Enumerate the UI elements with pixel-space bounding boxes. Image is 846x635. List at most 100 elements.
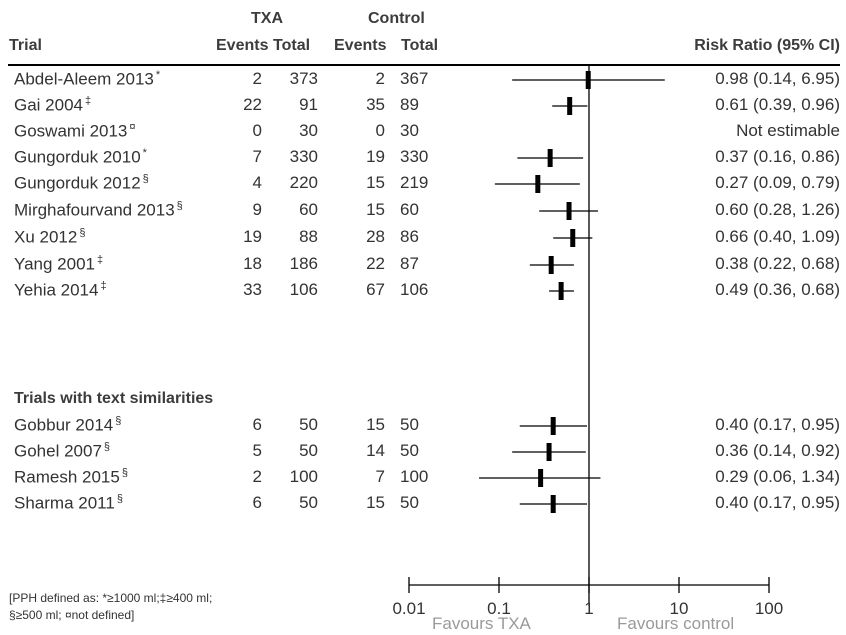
control-events-cell: 35 (366, 95, 385, 114)
txa-total-cell: 30 (299, 121, 318, 140)
trial-name-text: Gai 2004 (14, 95, 83, 115)
trial-name: Gai 2004 ‡ (14, 95, 91, 116)
footnote-line-1: [PPH defined as: *≥1000 ml;‡≥400 ml; (9, 591, 213, 605)
txa-total-cell: 330 (289, 147, 318, 166)
favours-control-label: Favours control (617, 614, 735, 633)
point-estimate-marker (567, 97, 573, 115)
header-trial: Trial (9, 37, 42, 54)
trial-name: Gobbur 2014 § (14, 415, 121, 436)
point-estimate-marker (547, 149, 553, 167)
header-txa-events: Events (216, 37, 269, 54)
trial-name: Sharma 2011 § (14, 493, 123, 514)
control-events-cell: 7 (375, 467, 385, 486)
point-estimate-marker (546, 443, 552, 461)
control-events-cell: 2 (375, 69, 385, 88)
trial-footnote-mark: § (121, 467, 128, 479)
point-estimate-marker (566, 202, 572, 220)
header-control-events: Events (334, 37, 387, 54)
trial-footnote-mark: § (103, 441, 111, 453)
risk-ratio-cell: 0.61 (0.39, 0.96) (715, 95, 840, 114)
trial-name-text: Gohel 2007 (14, 441, 102, 461)
control-total-cell: 219 (400, 173, 429, 192)
trial-name: Abdel-Aleem 2013 * (14, 69, 160, 90)
trial-name-text: Yang 2001 (14, 254, 95, 274)
txa-total-cell: 91 (299, 95, 318, 114)
control-total-cell: 100 (400, 467, 429, 486)
x-axis-tick-label: 100 (755, 599, 783, 618)
point-estimate-marker (535, 175, 541, 193)
txa-events-cell: 0 (252, 121, 262, 140)
txa-total-cell: 50 (299, 415, 318, 434)
trial-footnote-mark: ‡ (85, 95, 92, 107)
control-events-cell: 15 (366, 415, 385, 434)
txa-events-cell: 4 (252, 173, 262, 192)
risk-ratio-cell: 0.49 (0.36, 0.68) (715, 280, 840, 299)
trial-name-text: Yehia 2014 (14, 280, 99, 300)
section-label: Trials with text similarities (14, 390, 214, 407)
control-total-cell: 50 (400, 441, 419, 460)
txa-events-cell: 7 (252, 147, 262, 166)
point-estimate-marker (548, 256, 554, 274)
control-total-cell: 87 (400, 254, 419, 273)
x-axis-tick-label: 10 (670, 599, 689, 618)
txa-events-cell: 5 (252, 441, 262, 460)
point-estimate-marker (585, 71, 591, 89)
trial-name-text: Gungorduk 2010 (14, 147, 141, 167)
favours-txa-label: Favours TXA (432, 614, 531, 633)
trial-footnote-mark: § (176, 200, 183, 212)
header-control-total: Total (401, 37, 439, 54)
trial-name-text: Sharma 2011 (14, 493, 115, 513)
control-total-cell: 30 (400, 121, 419, 140)
control-events-cell: 14 (366, 441, 385, 460)
x-axis-tick-label: 0.1 (487, 599, 511, 618)
txa-total-cell: 88 (299, 227, 318, 246)
risk-ratio-cell: 0.29 (0.06, 1.34) (715, 467, 840, 486)
trial-name: Gohel 2007 § (14, 441, 110, 462)
control-total-cell: 50 (400, 415, 419, 434)
risk-ratio-cell: 0.38 (0.22, 0.68) (715, 254, 840, 273)
txa-events-cell: 2 (252, 69, 262, 88)
point-estimate-marker (538, 469, 544, 487)
point-estimate-marker (558, 282, 564, 300)
x-axis-tick-label: 0.01 (392, 599, 425, 618)
trial-name: Gungorduk 2012 § (14, 173, 149, 194)
control-total-cell: 330 (400, 147, 429, 166)
txa-events-cell: 33 (243, 280, 262, 299)
txa-events-cell: 9 (252, 200, 262, 219)
x-axis-tick-label: 1 (584, 599, 593, 618)
trial-name: Goswami 2013 ¤ (14, 121, 136, 142)
control-total-cell: 86 (400, 227, 419, 246)
trial-name: Yehia 2014 ‡ (14, 280, 107, 301)
control-events-cell: 15 (366, 493, 385, 512)
trial-footnote-mark: § (79, 227, 86, 239)
point-estimate-marker (550, 417, 556, 435)
header-txa: TXA (251, 10, 283, 27)
control-events-cell: 19 (366, 147, 385, 166)
trial-footnote-mark: ¤ (129, 121, 136, 133)
point-estimate-marker (570, 229, 576, 247)
txa-total-cell: 60 (299, 200, 318, 219)
header-risk-ratio: Risk Ratio (95% CI) (694, 37, 840, 54)
risk-ratio-cell: 0.37 (0.16, 0.86) (715, 147, 840, 166)
control-events-cell: 28 (366, 227, 385, 246)
risk-ratio-cell: Not estimable (736, 121, 840, 140)
risk-ratio-cell: 0.40 (0.17, 0.95) (715, 493, 840, 512)
trial-name-text: Gobbur 2014 (14, 415, 114, 435)
trial-name-text: Xu 2012 (14, 227, 78, 247)
control-events-cell: 67 (366, 280, 385, 299)
txa-total-cell: 373 (289, 69, 318, 88)
trial-footnote-mark: * (142, 147, 147, 159)
txa-events-cell: 18 (243, 254, 262, 273)
trial-name: Ramesh 2015 § (14, 467, 128, 488)
footnote: [PPH defined as: *≥1000 ml;‡≥400 ml; §≥5… (9, 590, 212, 624)
trial-footnote-mark: § (116, 493, 123, 505)
control-total-cell: 89 (400, 95, 419, 114)
trial-name-text: Gungorduk 2012 (14, 173, 141, 193)
risk-ratio-cell: 0.98 (0.14, 6.95) (715, 69, 840, 88)
trial-name: Gungorduk 2010 * (14, 147, 147, 168)
control-events-cell: 22 (366, 254, 385, 273)
trial-footnote-mark: ‡ (96, 254, 104, 266)
txa-total-cell: 50 (299, 493, 318, 512)
risk-ratio-cell: 0.66 (0.40, 1.09) (715, 227, 840, 246)
txa-events-cell: 6 (252, 493, 262, 512)
